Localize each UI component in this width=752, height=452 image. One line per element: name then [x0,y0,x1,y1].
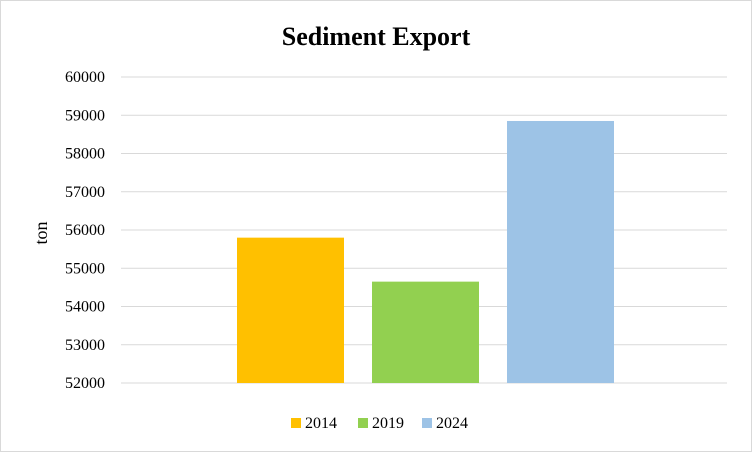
y-tick-label: 52000 [65,375,105,392]
y-tick-label: 59000 [65,107,105,124]
gridlines [121,76,727,384]
y-tick-label: 58000 [65,146,105,163]
y-tick-label: 53000 [65,337,105,354]
bars [237,120,614,384]
legend-swatch-2024 [422,418,432,428]
y-axis-label: ton [31,221,51,244]
y-axis-ticks: 52000 53000 54000 55000 56000 57000 58000 59000… [65,69,105,392]
legend-swatch-2014 [291,418,301,428]
chart-title: Sediment Export [282,22,471,51]
legend-swatch-2019 [358,418,368,428]
bar-2024 [507,120,614,384]
bar-2019 [372,281,479,383]
legend-label-2024: 2024 [436,415,468,432]
y-tick-label: 60000 [65,69,105,86]
y-tick-label: 55000 [65,260,105,277]
y-tick-label: 56000 [65,222,105,239]
y-tick-label: 54000 [65,299,105,316]
legend-label-2014: 2014 [305,415,337,432]
bar-2014 [237,237,344,383]
y-tick-label: 57000 [65,184,105,201]
legend: 2014 2019 2024 [291,415,468,432]
legend-label-2019: 2019 [372,415,404,432]
